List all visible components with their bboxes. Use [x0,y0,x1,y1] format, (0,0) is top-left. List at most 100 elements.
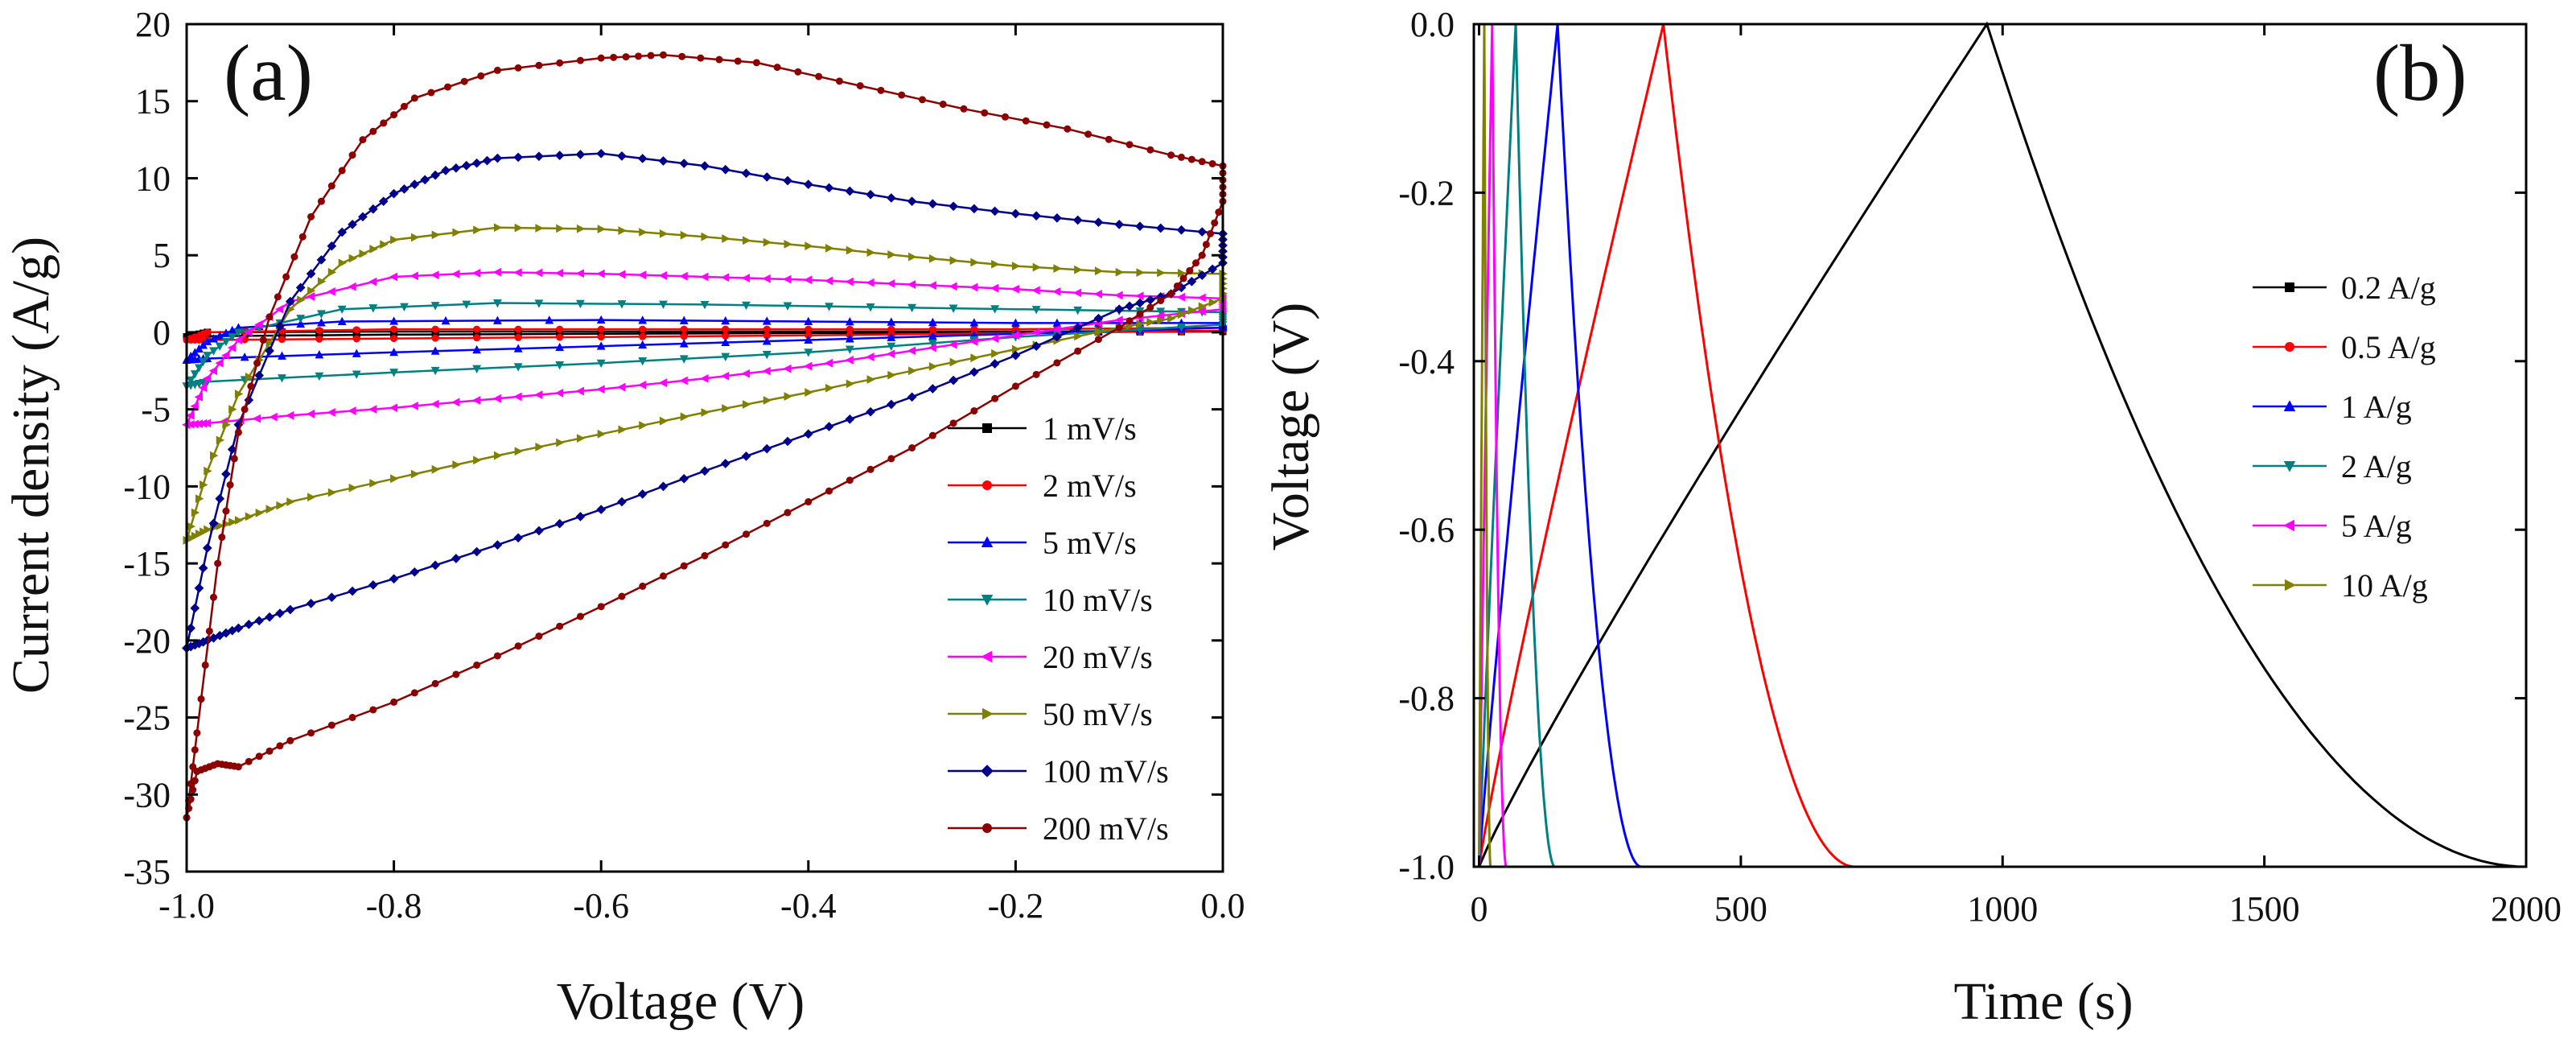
cv-data-point [352,331,360,339]
cv-data-point [991,394,999,402]
cv-data-point [228,325,237,335]
cv-data-point [970,407,978,415]
cv-data-point [221,628,231,638]
cv-data-point [247,382,255,390]
cv-data-point [431,464,440,474]
cv-data-point [576,434,586,443]
cv-data-point [369,245,378,254]
cv-data-point [493,223,503,233]
cv-data-point [315,327,323,335]
cv-data-point [410,469,420,479]
cv-data-point [678,52,686,60]
cv-data-point [804,325,813,333]
cv-data-point [189,763,197,771]
cv-data-point [216,435,225,445]
cv-data-point [597,333,605,341]
cv-data-point [886,399,896,410]
cv-data-point [327,182,335,190]
cv-data-point [804,241,813,251]
cv-data-point [327,408,335,417]
panel-b-legend-label: 1 A/g [2341,389,2412,425]
cv-data-point [949,304,958,313]
panel-a-legend-label: 2 mV/s [1043,468,1137,504]
cv-data-point [471,158,482,168]
cv-data-point [824,276,833,286]
cv-data-point [189,786,197,794]
cv-data-point [400,102,408,110]
panel-a-y-tick-label: 15 [135,82,171,122]
cv-data-point [680,325,688,333]
cv-data-point [431,679,439,687]
cv-data-point [658,271,667,280]
cv-data-point [1094,328,1104,336]
cv-data-point [1145,295,1155,305]
cv-data-point [233,336,242,344]
cv-data-point [845,334,854,343]
cv-data-point [741,274,751,282]
cv-data-point [1115,324,1123,332]
cv-data-point [513,363,523,372]
panel-b-legend-marker [2283,519,2294,532]
cv-data-point [576,612,584,620]
cv-data-point [441,315,451,325]
cv-data-point [907,346,916,356]
cv-data-point [202,543,212,553]
cv-data-point [815,72,823,80]
cv-data-point [535,442,544,451]
cv-data-point [637,154,648,163]
cv-data-point [1136,268,1145,278]
cv-data-point [444,83,452,91]
cv-data-point [295,282,306,293]
cv-data-point [186,410,195,420]
cv-data-point [286,736,294,744]
cv-data-point [639,421,648,430]
cv-data-point [722,325,730,333]
cv-data-point [307,729,315,737]
cv-data-point [1208,159,1216,167]
panel-b-legend-marker [2283,400,2296,411]
cv-data-point [390,335,398,343]
cv-data-point [1011,344,1021,354]
cv-data-point [197,695,205,703]
cv-data-point [887,250,896,259]
panel-b-y-tick-label: -1.0 [1398,847,1455,887]
cv-data-point [1179,274,1187,282]
cv-data-point [514,333,522,341]
cv-data-point [1208,264,1217,274]
cv-data-point [390,111,398,119]
cv-data-point [358,212,368,222]
cv-data-point [1125,301,1134,311]
cv-data-point [555,342,565,352]
cv-data-point [369,127,377,135]
cv-data-point [427,89,435,97]
cv-data-point [794,68,802,76]
cv-data-point [327,267,337,277]
cv-data-point [556,622,564,630]
panel-b-y-tick-label: 0.0 [1410,5,1455,44]
cv-data-point [556,333,564,341]
panel-b-y-tick-label: -0.4 [1398,342,1455,381]
cv-data-point [327,721,335,729]
cv-data-point [741,369,751,378]
cv-data-point [492,540,503,550]
panel-a-y-tick-label: -15 [123,544,171,583]
cv-data-point [1198,251,1206,259]
cv-data-point [201,661,209,669]
cv-data-point [866,278,874,287]
cv-data-point [887,332,896,341]
cv-data-point [804,498,813,506]
cv-data-point [1052,324,1061,334]
cv-data-point [513,268,522,278]
cv-data-point [233,419,244,430]
panel-b-legend-label: 0.5 A/g [2341,329,2436,365]
cv-data-point [409,567,420,577]
cv-data-point [1155,311,1165,320]
cv-data-point [493,299,502,308]
cv-data-point [473,661,481,669]
cv-data-point [1156,307,1166,316]
cv-data-point [1043,121,1051,129]
cv-data-point [226,480,234,489]
cv-data-point [659,300,668,309]
panel-a-y-tick-label: -25 [123,699,171,738]
cv-data-point [928,343,936,352]
